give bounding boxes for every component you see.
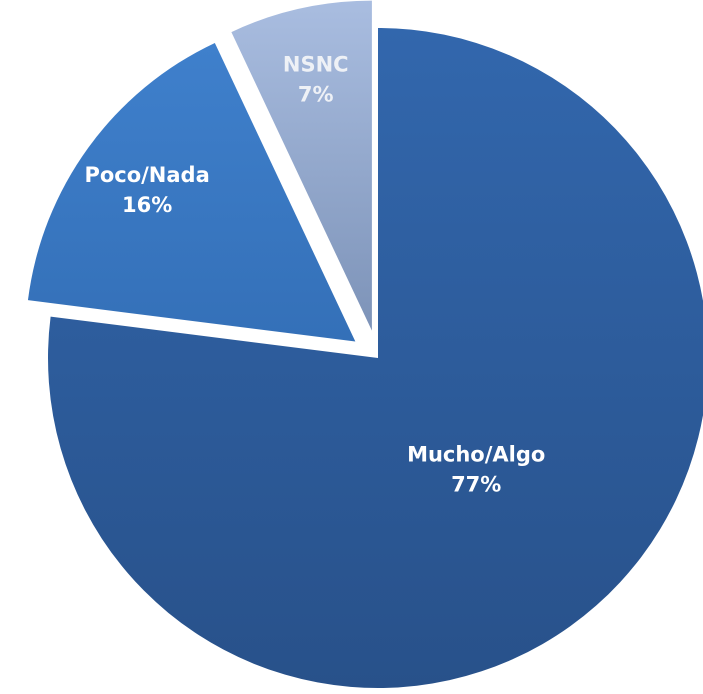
slice-value-label: 7%: [298, 82, 334, 106]
pie-slice: [48, 28, 703, 688]
pie-slice: [27, 42, 356, 342]
slice-category-label: Mucho/Algo: [407, 442, 545, 466]
slice-value-label: 77%: [451, 472, 501, 496]
slice-category-label: NSNC: [283, 52, 349, 76]
slice-value-label: 16%: [122, 193, 172, 217]
pie-slice: [231, 0, 372, 331]
slice-category-label: Poco/Nada: [84, 163, 209, 187]
